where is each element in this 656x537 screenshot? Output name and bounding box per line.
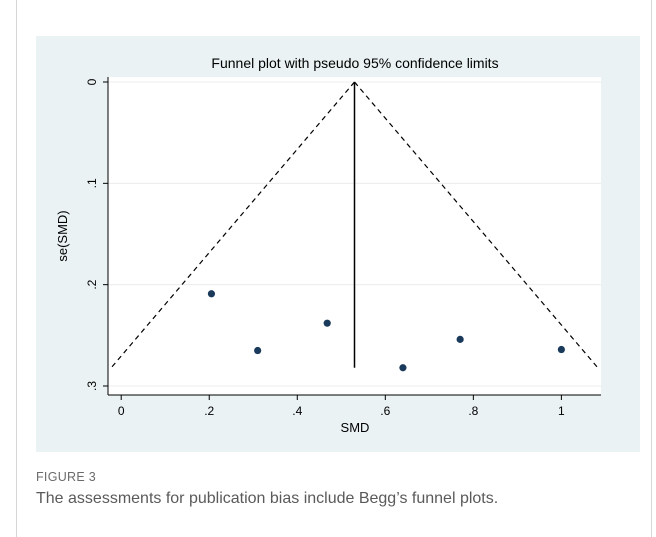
data-points — [207, 290, 565, 372]
x-ticks: 0 .2 .4 .6 .8 1 — [118, 395, 565, 418]
x-tick-label: 1 — [558, 404, 565, 418]
x-tick-label: .4 — [292, 404, 302, 418]
x-tick-label: .2 — [204, 404, 214, 418]
figure-caption: The assessments for publication bias inc… — [36, 490, 499, 507]
x-tick-label: 0 — [118, 404, 125, 418]
x-tick-label: .8 — [468, 404, 478, 418]
data-point — [323, 319, 331, 327]
funnel-lines — [110, 81, 599, 369]
data-point — [399, 364, 407, 372]
y-tick-label: 0 — [85, 78, 99, 85]
y-tick-label: .2 — [85, 279, 99, 289]
figure-label: FIGURE 3 — [36, 470, 97, 484]
chart-title: Funnel plot with pseudo 95% confidence l… — [211, 55, 498, 71]
data-point — [456, 335, 464, 343]
y-axis-label: se(SMD) — [55, 210, 70, 261]
figure-frame — [16, 0, 652, 537]
data-point — [207, 290, 216, 298]
y-ticks: 0 .1 .2 .3 — [85, 78, 108, 391]
axes — [107, 77, 601, 396]
y-tick-label: .1 — [85, 178, 99, 188]
data-point — [557, 345, 565, 354]
y-tick-label: .3 — [85, 381, 99, 391]
x-tick-label: .6 — [380, 404, 390, 418]
x-axis-label: SMD — [341, 420, 370, 435]
data-point — [254, 346, 262, 355]
